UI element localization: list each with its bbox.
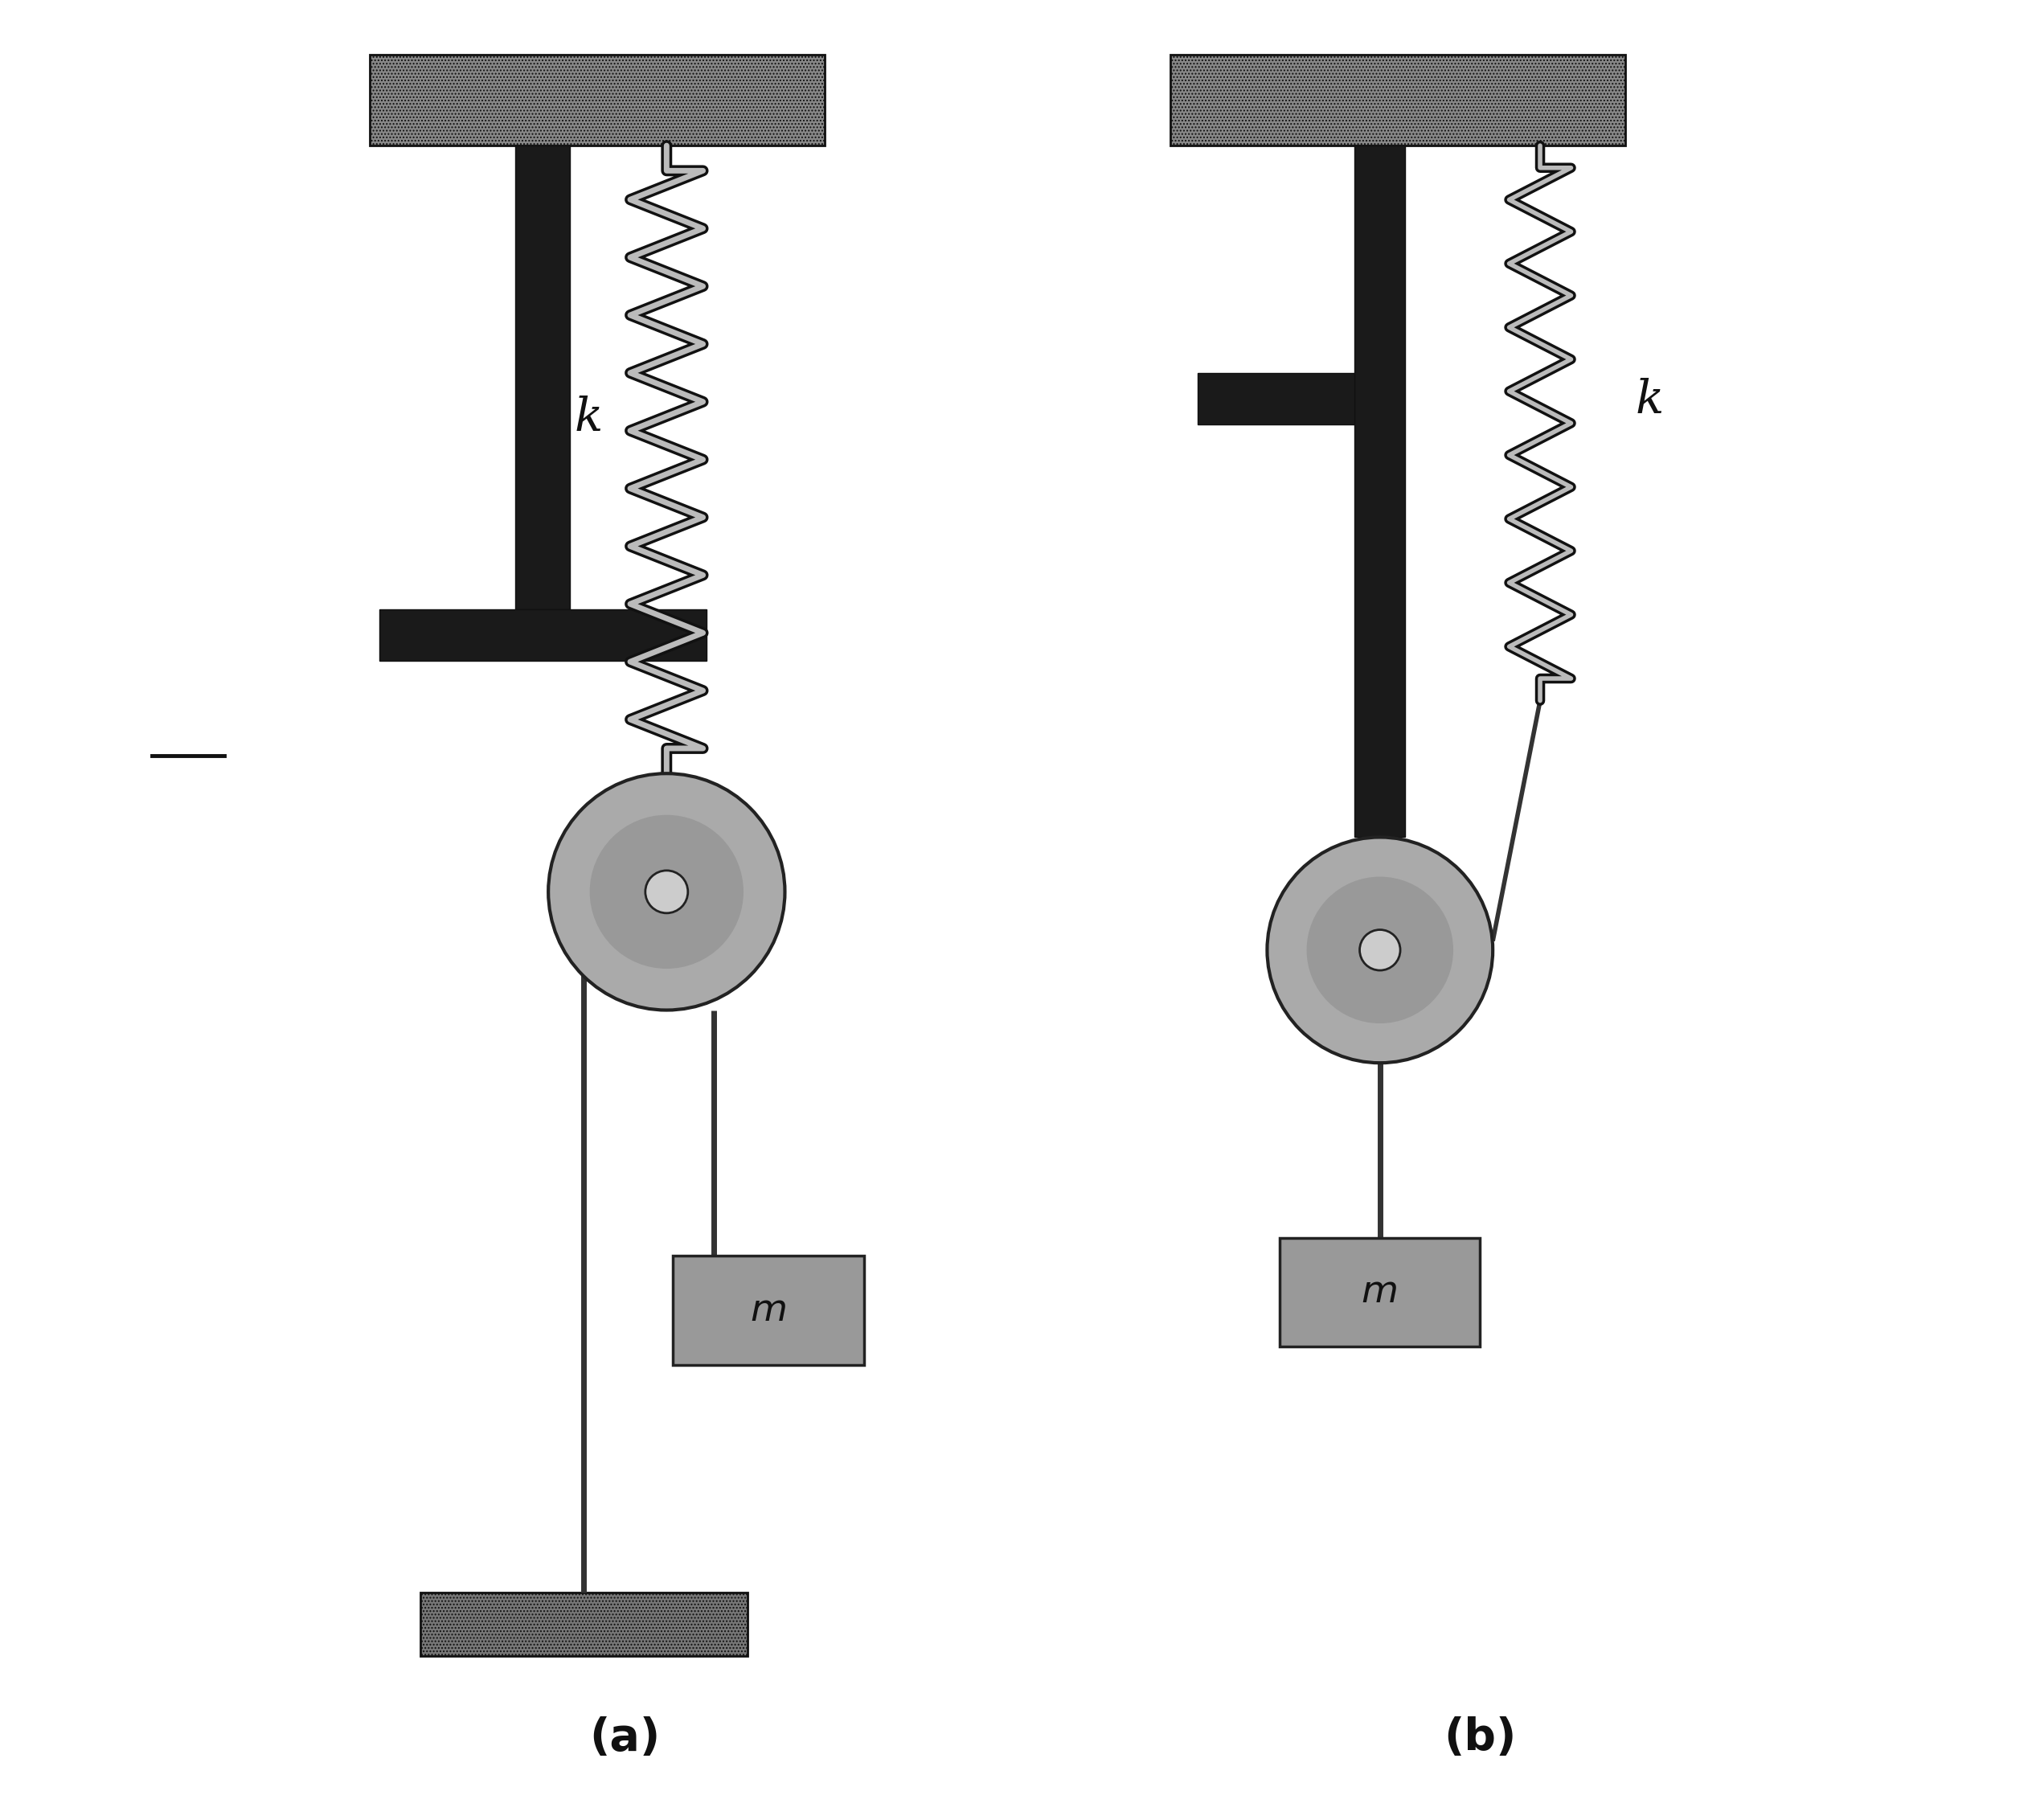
Bar: [380, 610, 707, 661]
Circle shape: [1359, 930, 1400, 970]
Bar: [421, 1592, 748, 1656]
Bar: [370, 55, 825, 146]
Bar: [1170, 55, 1626, 146]
Bar: [1170, 55, 1626, 146]
Bar: [1280, 1238, 1479, 1347]
Bar: [1199, 373, 1355, 424]
Circle shape: [1268, 837, 1494, 1063]
Circle shape: [589, 815, 744, 968]
Bar: [516, 146, 571, 610]
Text: m: m: [1361, 1274, 1398, 1310]
Bar: [370, 55, 825, 146]
Text: (b): (b): [1443, 1716, 1516, 1760]
Text: (a): (a): [589, 1716, 660, 1760]
Text: m: m: [750, 1292, 786, 1329]
Text: k: k: [1636, 379, 1664, 422]
Bar: [1355, 146, 1406, 837]
Text: k: k: [575, 397, 604, 440]
Bar: [673, 1256, 864, 1365]
Circle shape: [1307, 877, 1453, 1023]
Circle shape: [646, 870, 689, 914]
Circle shape: [549, 774, 784, 1010]
Bar: [421, 1592, 748, 1656]
